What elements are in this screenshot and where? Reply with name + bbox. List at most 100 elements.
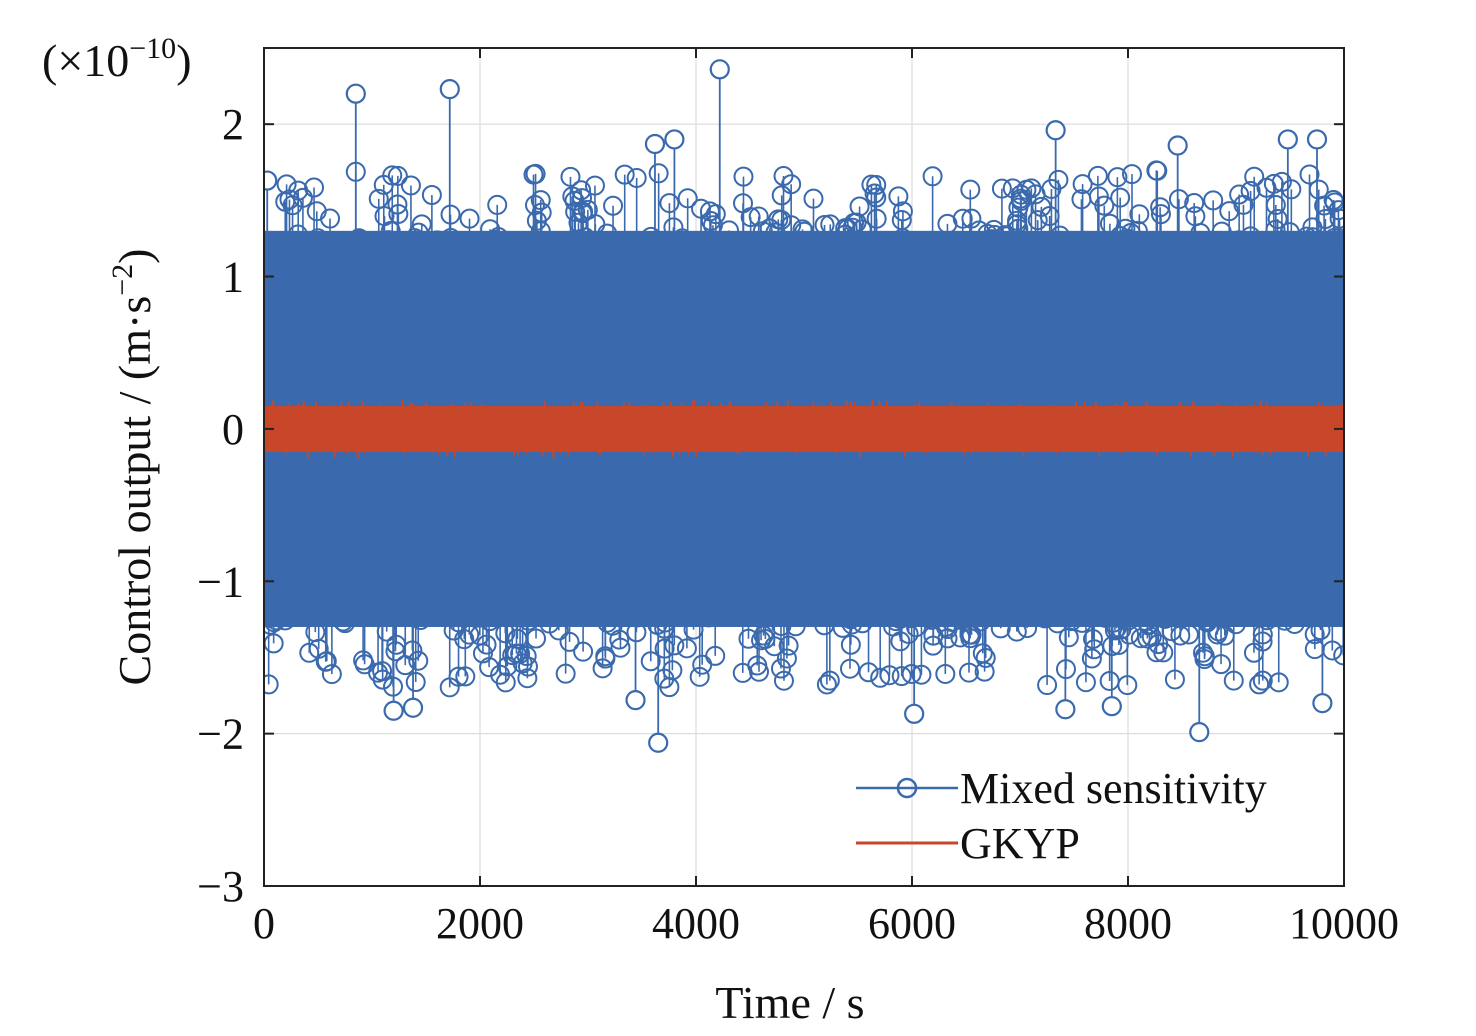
mixed-sensitivity-point xyxy=(805,594,826,615)
mixed-sensitivity-point xyxy=(1155,602,1176,623)
mixed-sensitivity-point xyxy=(1219,242,1240,263)
tick-labels: 0 2000 4000 6000 8000 10000 −3 −2 −1 0 1 2 xyxy=(197,100,1399,948)
mixed-sensitivity-point xyxy=(1147,160,1168,181)
mixed-sensitivity-point xyxy=(1274,610,1295,631)
mixed-sensitivity-point xyxy=(299,594,320,615)
mixed-sensitivity-point xyxy=(816,674,837,695)
mixed-sensitivity-point xyxy=(1071,189,1092,210)
mixed-sensitivity-point xyxy=(1168,189,1189,210)
mixed-sensitivity-point xyxy=(1188,243,1209,264)
mixed-sensitivity-point xyxy=(698,607,719,628)
mixed-sensitivity-point xyxy=(455,666,476,687)
mixed-sensitivity-point xyxy=(499,594,520,615)
mixed-sensitivity-point xyxy=(264,674,279,695)
mixed-sensitivity-point xyxy=(408,650,429,671)
mixed-sensitivity-point xyxy=(555,663,576,684)
x-axis-label: Time / s xyxy=(715,977,864,1028)
mixed-sensitivity-point xyxy=(1150,197,1171,218)
mixed-sensitivity-peak-point-3 xyxy=(644,133,666,155)
mixed-sensitivity-point xyxy=(1249,674,1270,695)
mixed-sensitivity-point xyxy=(866,174,887,195)
mixed-sensitivity-point xyxy=(1072,174,1093,195)
mixed-sensitivity-point xyxy=(654,668,675,689)
scale-factor-exponent: −10 xyxy=(129,32,176,65)
mixed-sensitivity-point xyxy=(782,594,803,615)
mixed-sensitivity-point xyxy=(512,653,533,674)
mixed-sensitivity-point xyxy=(1016,179,1037,200)
mixed-sensitivity-point xyxy=(819,670,840,691)
mixed-sensitivity-point xyxy=(663,217,684,238)
mixed-sensitivity-point xyxy=(374,206,395,227)
mixed-sensitivity-point xyxy=(614,594,635,615)
mixed-sensitivity-point xyxy=(921,609,942,630)
y-axis-label-main: Control output / (m·s xyxy=(109,296,160,686)
mixed-sensitivity-point xyxy=(427,230,448,251)
mixed-sensitivity-point xyxy=(771,616,792,637)
mixed-sensitivity-point xyxy=(839,658,860,679)
x-tick-label-0: 0 xyxy=(253,899,275,948)
mixed-sensitivity-point xyxy=(652,242,673,263)
mixed-sensitivity-point xyxy=(767,597,788,618)
mixed-sensitivity-point xyxy=(958,662,979,683)
mixed-sensitivity-point xyxy=(579,241,600,262)
mixed-sensitivity-point xyxy=(1196,610,1217,631)
mixed-sensitivity-point xyxy=(1115,218,1136,239)
mixed-sensitivity-point xyxy=(962,238,983,259)
mixed-sensitivity-point xyxy=(448,666,469,687)
mixed-sensitivity-point xyxy=(909,598,930,619)
mixed-sensitivity-point xyxy=(587,594,608,615)
mixed-sensitivity-point xyxy=(1083,629,1103,650)
mixed-sensitivity-point xyxy=(1079,242,1100,263)
mixed-sensitivity-point xyxy=(1323,190,1344,211)
mixed-sensitivity-point xyxy=(603,594,624,615)
mixed-sensitivity-point xyxy=(1006,621,1027,642)
mixed-sensitivity-point xyxy=(526,210,547,231)
mixed-sensitivity-point xyxy=(602,615,623,636)
mixed-sensitivity-point xyxy=(432,235,453,256)
mixed-sensitivity-peak-point-11 xyxy=(402,697,424,718)
mixed-sensitivity-point xyxy=(368,188,389,209)
mixed-sensitivity-point xyxy=(699,236,720,257)
mixed-sensitivity-point xyxy=(538,605,559,626)
mixed-sensitivity-peak-point-13 xyxy=(648,732,669,753)
mixed-sensitivity-point xyxy=(720,594,741,615)
mixed-sensitivity-point xyxy=(814,214,835,235)
mixed-sensitivity-point xyxy=(354,654,375,675)
mixed-sensitivity-point xyxy=(1027,210,1048,231)
mixed-sensitivity-point xyxy=(776,648,797,669)
mixed-sensitivity-point xyxy=(778,635,799,656)
mixed-sensitivity-point xyxy=(1017,618,1038,639)
mixed-sensitivity-point xyxy=(292,187,313,208)
mixed-sensitivity-point xyxy=(1228,596,1249,617)
mixed-sensitivity-point xyxy=(373,174,394,195)
mixed-sensitivity-point xyxy=(922,166,943,187)
mixed-sensitivity-peak-point-0 xyxy=(264,170,278,191)
mixed-sensitivity-point xyxy=(972,643,993,664)
mixed-sensitivity-point xyxy=(753,625,774,646)
mixed-sensitivity-point xyxy=(990,618,1011,639)
mixed-sensitivity-point xyxy=(1253,605,1274,626)
mixed-sensitivity-point xyxy=(335,613,356,634)
mixed-sensitivity-point xyxy=(272,236,293,257)
mixed-sensitivity-point xyxy=(559,631,580,652)
series-gkyp xyxy=(264,399,1344,460)
mixed-sensitivity-point xyxy=(584,175,605,196)
mixed-sensitivity-point xyxy=(305,622,326,643)
mixed-sensitivity-point xyxy=(676,638,697,659)
mixed-sensitivity-point xyxy=(983,219,1004,240)
mixed-sensitivity-point xyxy=(321,664,342,685)
mixed-sensitivity-point xyxy=(1035,608,1056,629)
mixed-sensitivity-point xyxy=(1276,594,1297,615)
mixed-sensitivity-point xyxy=(575,227,596,248)
mixed-sensitivity-point xyxy=(911,664,932,685)
mixed-sensitivity-point xyxy=(640,651,661,672)
mixed-sensitivity-peak-point-18 xyxy=(1312,693,1333,714)
mixed-sensitivity-point xyxy=(282,195,303,216)
mixed-sensitivity-point xyxy=(640,226,661,247)
scale-factor-suffix: ) xyxy=(176,35,191,86)
mixed-sensitivity-point xyxy=(626,167,647,188)
mixed-sensitivity-point xyxy=(1144,597,1165,618)
mixed-sensitivity-point xyxy=(1131,239,1152,260)
mixed-sensitivity-point xyxy=(624,241,645,262)
